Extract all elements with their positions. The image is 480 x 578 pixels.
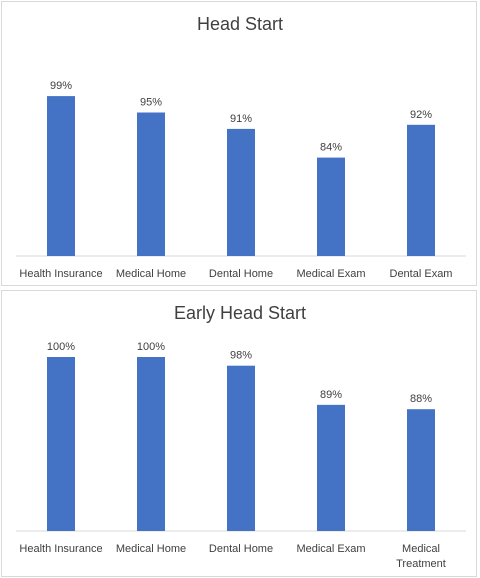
chart-head-start: Head Start 99% Health Insurance 95% Medical … [16, 14, 466, 280]
x-tick-label: Medical Home [116, 543, 186, 555]
data-label: 88% [410, 393, 432, 405]
bar [407, 409, 435, 531]
x-tick-label: Dental Home [209, 543, 273, 555]
bar [47, 357, 75, 531]
x-tick-label: Health Insurance [19, 268, 102, 280]
chart-title: Early Head Start [174, 303, 306, 323]
bar [317, 404, 345, 531]
bar [227, 365, 255, 531]
x-tick-label: Medical [402, 543, 440, 555]
bar [407, 124, 435, 256]
bar [137, 112, 165, 256]
data-label: 100% [47, 341, 75, 353]
chart-panel-early-head-start: Early Head Start 100% Health Insurance 100%… [1, 290, 477, 577]
data-label: 84% [320, 142, 342, 154]
data-label: 95% [140, 97, 162, 109]
x-tick-label: Medical Exam [296, 543, 365, 555]
x-tick-label: Dental Home [209, 268, 273, 280]
bar [137, 357, 165, 531]
data-label: 91% [230, 113, 252, 125]
x-tick-label: Treatment [396, 558, 446, 570]
data-label: 92% [410, 109, 432, 121]
chart-panel-head-start: Head Start 99% Health Insurance 95% Medical … [1, 1, 477, 286]
bar [317, 157, 345, 256]
x-tick-label: Health Insurance [19, 543, 102, 555]
data-label: 98% [230, 350, 252, 362]
data-label: 89% [320, 389, 342, 401]
x-tick-label: Medical Exam [296, 268, 365, 280]
x-tick-label: Dental Exam [390, 268, 453, 280]
chart-title: Head Start [197, 14, 283, 34]
chart-early-head-start: Early Head Start 100% Health Insurance 100%… [16, 303, 466, 570]
bar [47, 96, 75, 256]
data-label: 99% [50, 80, 72, 92]
x-tick-label: Medical Home [116, 268, 186, 280]
bar [227, 128, 255, 256]
data-label: 100% [137, 341, 165, 353]
